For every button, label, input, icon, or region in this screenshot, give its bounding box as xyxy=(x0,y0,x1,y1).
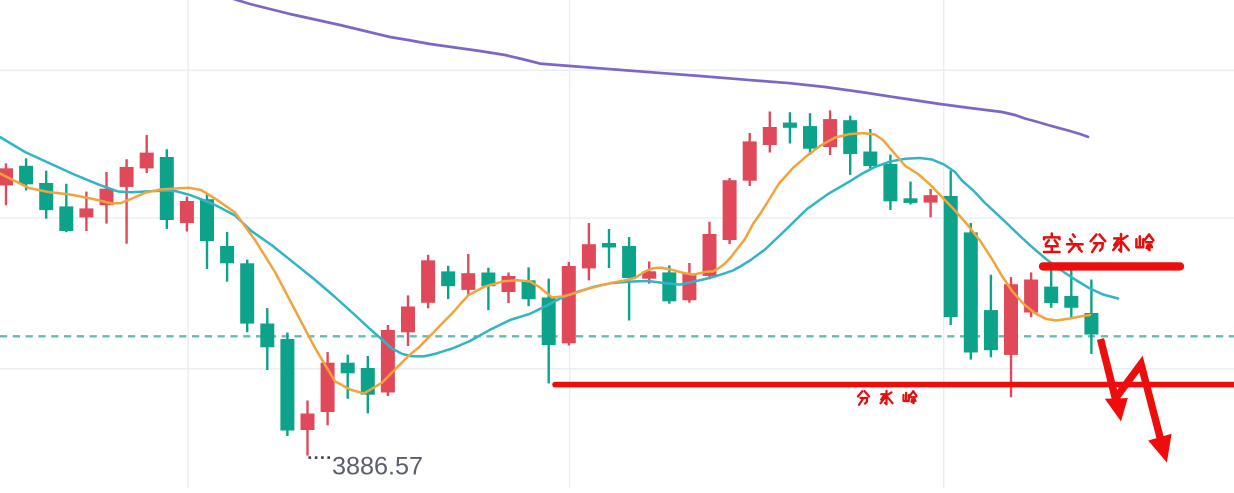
svg-text:3886.57: 3886.57 xyxy=(332,453,423,481)
